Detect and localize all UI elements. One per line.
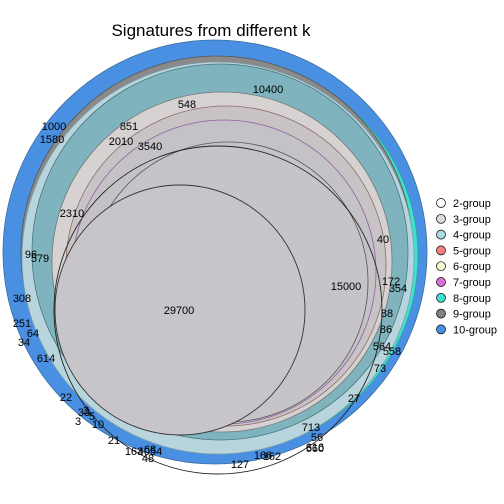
- legend-label: 3-group: [453, 214, 491, 226]
- legend-swatch: [436, 308, 446, 319]
- region-count-label: 21: [108, 435, 120, 447]
- region-count-label: 163: [125, 446, 143, 458]
- region-count-label: 27: [348, 393, 360, 405]
- region-count-label: 10: [92, 419, 104, 431]
- region-count-label: 251: [13, 318, 31, 330]
- legend-label: 6-group: [453, 261, 491, 273]
- legend-swatch: [436, 324, 446, 335]
- region-count-label: 548: [178, 99, 196, 111]
- region-count-label: 127: [231, 459, 249, 471]
- legend-label: 4-group: [453, 230, 491, 242]
- region-count-label: 579: [31, 253, 49, 265]
- legend-swatch: [436, 198, 446, 208]
- region-count-label: 5: [89, 411, 95, 423]
- set-2-group: [53, 145, 383, 475]
- region-count-label: 86: [380, 324, 392, 336]
- region-count-label: 162: [263, 451, 281, 463]
- region-count-label: 88: [381, 308, 393, 320]
- region-count-label: 560: [306, 443, 324, 455]
- legend-swatch: [436, 245, 446, 256]
- legend-swatch: [436, 277, 446, 287]
- legend-label: 2-group: [453, 198, 491, 210]
- region-count-label: 558: [383, 346, 401, 358]
- region-count-label: 29700: [164, 305, 195, 317]
- legend-label: 8-group: [453, 293, 491, 305]
- region-count-label: 308: [13, 293, 31, 305]
- region-count-label: 3540: [138, 141, 162, 153]
- legend: 2-group 3-group 4-group 5-group 6-group 7-gro…: [436, 198, 497, 336]
- region-count-label: 2: [83, 405, 89, 417]
- region-count-label: 22: [60, 392, 72, 404]
- region-count-label: 96: [25, 249, 37, 261]
- diagram-title: Signatures from different k: [111, 21, 311, 40]
- legend-label: 5-group: [453, 245, 491, 257]
- region-count-label: 564: [373, 341, 391, 353]
- region-count-label: 2010: [109, 136, 133, 148]
- set-circles: [2, 39, 428, 475]
- legend-label: 7-group: [453, 277, 491, 289]
- region-count-label: 3: [75, 416, 81, 428]
- region-count-label: 616: [306, 442, 324, 454]
- region-count-label: 34: [18, 337, 30, 349]
- region-count-label: 1000: [42, 121, 66, 133]
- region-count-label: 614: [37, 353, 55, 365]
- region-count-label: 10400: [253, 84, 284, 96]
- region-count-label: 73: [374, 363, 386, 375]
- region-count-label: 4054: [138, 446, 162, 458]
- legend-swatch: [436, 213, 446, 224]
- region-count-label: 15000: [331, 281, 362, 293]
- legend-label: 10-group: [453, 324, 497, 336]
- region-count-label: 2310: [60, 208, 84, 220]
- region-count-label: 68: [144, 444, 156, 456]
- region-count-label: 40: [377, 234, 389, 246]
- legend-label: 9-group: [453, 309, 491, 321]
- region-count-label: 354: [389, 283, 407, 295]
- region-count-label: 56: [311, 432, 323, 444]
- legend-swatch: [436, 229, 446, 240]
- region-count-label: 851: [120, 121, 138, 133]
- region-count-label: 172: [382, 276, 400, 288]
- region-count-label: 713: [302, 422, 320, 434]
- region-count-label: 33: [78, 407, 90, 419]
- set-inner-core: [54, 184, 306, 436]
- region-count-label: 48: [142, 453, 154, 465]
- region-count-label: 64: [27, 328, 39, 340]
- region-count-label: 1580: [40, 134, 64, 146]
- legend-swatch: [436, 261, 446, 272]
- region-count-label: 166: [254, 450, 272, 462]
- legend-swatch: [436, 292, 446, 303]
